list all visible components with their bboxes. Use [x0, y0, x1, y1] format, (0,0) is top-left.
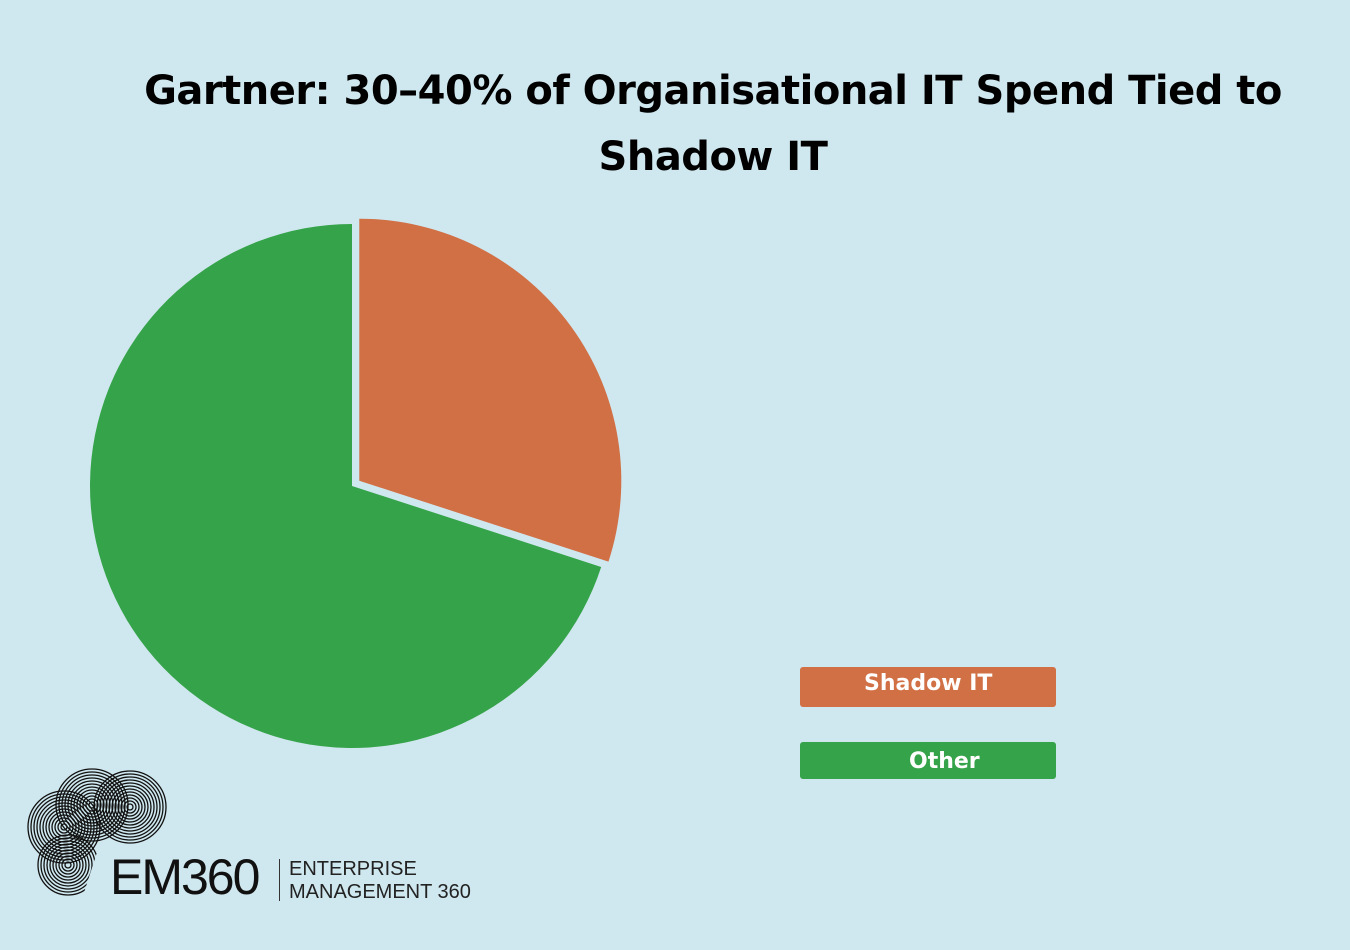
logo-divider — [279, 859, 280, 901]
logo-tagline-line1: ENTERPRISE — [289, 858, 417, 880]
chart-title: Gartner: 30–40% of Organisational IT Spe… — [144, 68, 1282, 180]
pie-slice-other — [90, 224, 602, 748]
pie-slice-shadow-it — [359, 218, 622, 562]
logo-tagline-line2: MANAGEMENT 360 — [289, 881, 471, 903]
em360-logo: EM360 ENTERPRISE MANAGEMENT 360 — [20, 765, 500, 915]
logo-mark-icon — [27, 768, 180, 905]
legend-item-other: Other — [800, 742, 1056, 779]
logo-wordmark: EM360 — [110, 849, 260, 905]
legend-item-shadow-it: Shadow IT — [800, 667, 1056, 707]
